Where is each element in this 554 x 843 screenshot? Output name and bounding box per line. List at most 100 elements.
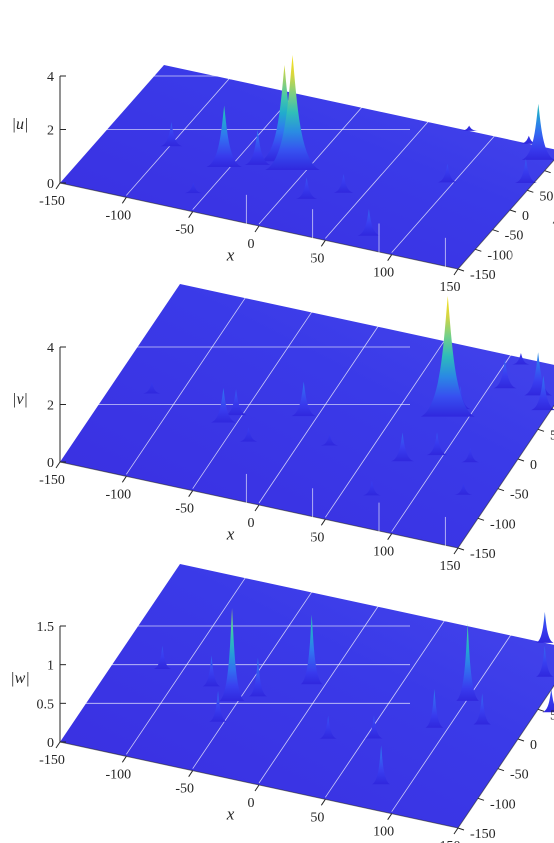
surface-peak bbox=[437, 163, 458, 183]
x-tick-label: 50 bbox=[310, 810, 324, 825]
y-tick-mark bbox=[475, 248, 482, 252]
surface-peak bbox=[143, 381, 161, 394]
surface-peak bbox=[420, 295, 475, 417]
z-tick-label: 1.5 bbox=[37, 620, 55, 635]
x-tick-mark bbox=[453, 547, 459, 555]
y-tick-label: -100 bbox=[490, 517, 516, 532]
y-tick-mark bbox=[517, 458, 525, 462]
grid-lines bbox=[60, 194, 513, 532]
y-tick-label: 50 bbox=[550, 708, 554, 723]
surface-peak bbox=[300, 614, 323, 685]
surface-peak bbox=[260, 64, 309, 162]
z-tick-label: 0 bbox=[47, 456, 54, 471]
x-tick-label: 0 bbox=[248, 516, 255, 531]
x-tick-label: -150 bbox=[39, 473, 65, 488]
surface-peak bbox=[320, 433, 339, 446]
grid-lines bbox=[60, 473, 513, 812]
x-tick-mark bbox=[254, 225, 260, 233]
z-tick-label: 0.5 bbox=[37, 697, 55, 712]
x-tick-label: -100 bbox=[105, 767, 131, 782]
x-tick-mark bbox=[254, 784, 260, 792]
x-tick-mark bbox=[188, 490, 194, 497]
surface-peak bbox=[456, 623, 480, 701]
surface-peak bbox=[184, 182, 203, 194]
y-tick-label: -50 bbox=[505, 229, 524, 244]
x-tick-mark bbox=[121, 756, 127, 763]
y-tick-mark bbox=[527, 189, 534, 193]
z-tick-label: 0 bbox=[47, 177, 54, 192]
x-tick-mark bbox=[387, 813, 393, 820]
surface-peak bbox=[202, 655, 221, 687]
surface-panel-2: 024-150-100-50050100150-150-100-50050100… bbox=[12, 194, 554, 574]
x-tick-mark bbox=[387, 254, 393, 261]
surface-peak bbox=[542, 689, 554, 713]
surface-peak bbox=[521, 103, 554, 160]
surface-peak bbox=[454, 483, 473, 495]
x-tick-mark bbox=[254, 504, 260, 512]
surface-panel-3: 00.511.5-150-100-50050100150-150-100-500… bbox=[10, 473, 554, 843]
x-tick-mark bbox=[320, 519, 326, 526]
x-tick-label: -150 bbox=[39, 753, 65, 768]
surface-peak bbox=[461, 447, 480, 463]
surface-peak bbox=[219, 608, 245, 701]
x-tick-label: -50 bbox=[175, 782, 194, 797]
surface-peak bbox=[210, 388, 236, 423]
surface-peak bbox=[362, 481, 381, 496]
surface-peak bbox=[333, 174, 354, 193]
y-tick-mark bbox=[544, 170, 551, 174]
x-tick-mark bbox=[121, 476, 127, 483]
x-tick-label: 150 bbox=[440, 839, 461, 843]
surface-peak bbox=[244, 130, 271, 165]
surface-peak bbox=[153, 645, 172, 669]
surface-peak bbox=[365, 715, 383, 739]
x-axis-label: x bbox=[226, 245, 235, 264]
surface-peak bbox=[512, 352, 530, 365]
x-axis-label: x bbox=[226, 804, 235, 823]
x-tick-label: 50 bbox=[310, 251, 324, 266]
x-tick-mark bbox=[188, 770, 194, 777]
y-tick-mark bbox=[497, 488, 505, 492]
z-axis-label: |u| bbox=[12, 116, 29, 133]
y-tick-mark bbox=[537, 428, 545, 432]
x-tick-label: -150 bbox=[39, 194, 65, 209]
surface-peak bbox=[460, 125, 478, 131]
x-tick-label: 0 bbox=[248, 796, 255, 811]
surface-peak bbox=[535, 645, 554, 677]
y-tick-label: -150 bbox=[470, 268, 496, 283]
surface-floor bbox=[60, 564, 554, 828]
surface-peak bbox=[493, 359, 517, 389]
surface-peak bbox=[319, 715, 337, 739]
surface-peak bbox=[473, 693, 491, 725]
x-tick-mark bbox=[453, 827, 459, 835]
z-tick-label: 2 bbox=[47, 124, 54, 139]
y-tick-mark bbox=[492, 229, 499, 233]
surface-peak bbox=[391, 432, 414, 462]
x-tick-mark bbox=[188, 211, 194, 218]
x-tick-label: 100 bbox=[373, 266, 394, 281]
x-tick-label: -50 bbox=[175, 502, 194, 517]
surface-peak bbox=[206, 105, 242, 167]
surface-peak bbox=[225, 389, 247, 416]
surface-peak bbox=[291, 381, 317, 417]
z-tick-label: 1 bbox=[47, 659, 54, 674]
x-tick-mark bbox=[320, 240, 326, 247]
axes: 00.511.5-150-100-50050100150-150-100-500… bbox=[10, 620, 554, 843]
x-axis-label: x bbox=[226, 524, 235, 543]
surface-peak bbox=[160, 122, 183, 147]
axes: 024-150-100-50050100150-150-100-50050100… bbox=[12, 70, 554, 295]
surface-peak bbox=[524, 352, 552, 396]
x-tick-label: -50 bbox=[175, 223, 194, 238]
x-tick-label: 150 bbox=[440, 559, 461, 574]
y-tick-label: -100 bbox=[487, 248, 513, 263]
z-tick-label: 4 bbox=[47, 70, 54, 85]
y-tick-label: 0 bbox=[530, 458, 537, 473]
z-tick-label: 4 bbox=[47, 341, 54, 356]
y-tick-mark bbox=[477, 517, 485, 521]
x-tick-label: -100 bbox=[105, 487, 131, 502]
surface-peak bbox=[530, 375, 554, 411]
x-tick-mark bbox=[320, 799, 326, 806]
surface-peak bbox=[357, 208, 381, 236]
surface-peak bbox=[209, 690, 227, 722]
x-tick-mark bbox=[121, 197, 127, 204]
